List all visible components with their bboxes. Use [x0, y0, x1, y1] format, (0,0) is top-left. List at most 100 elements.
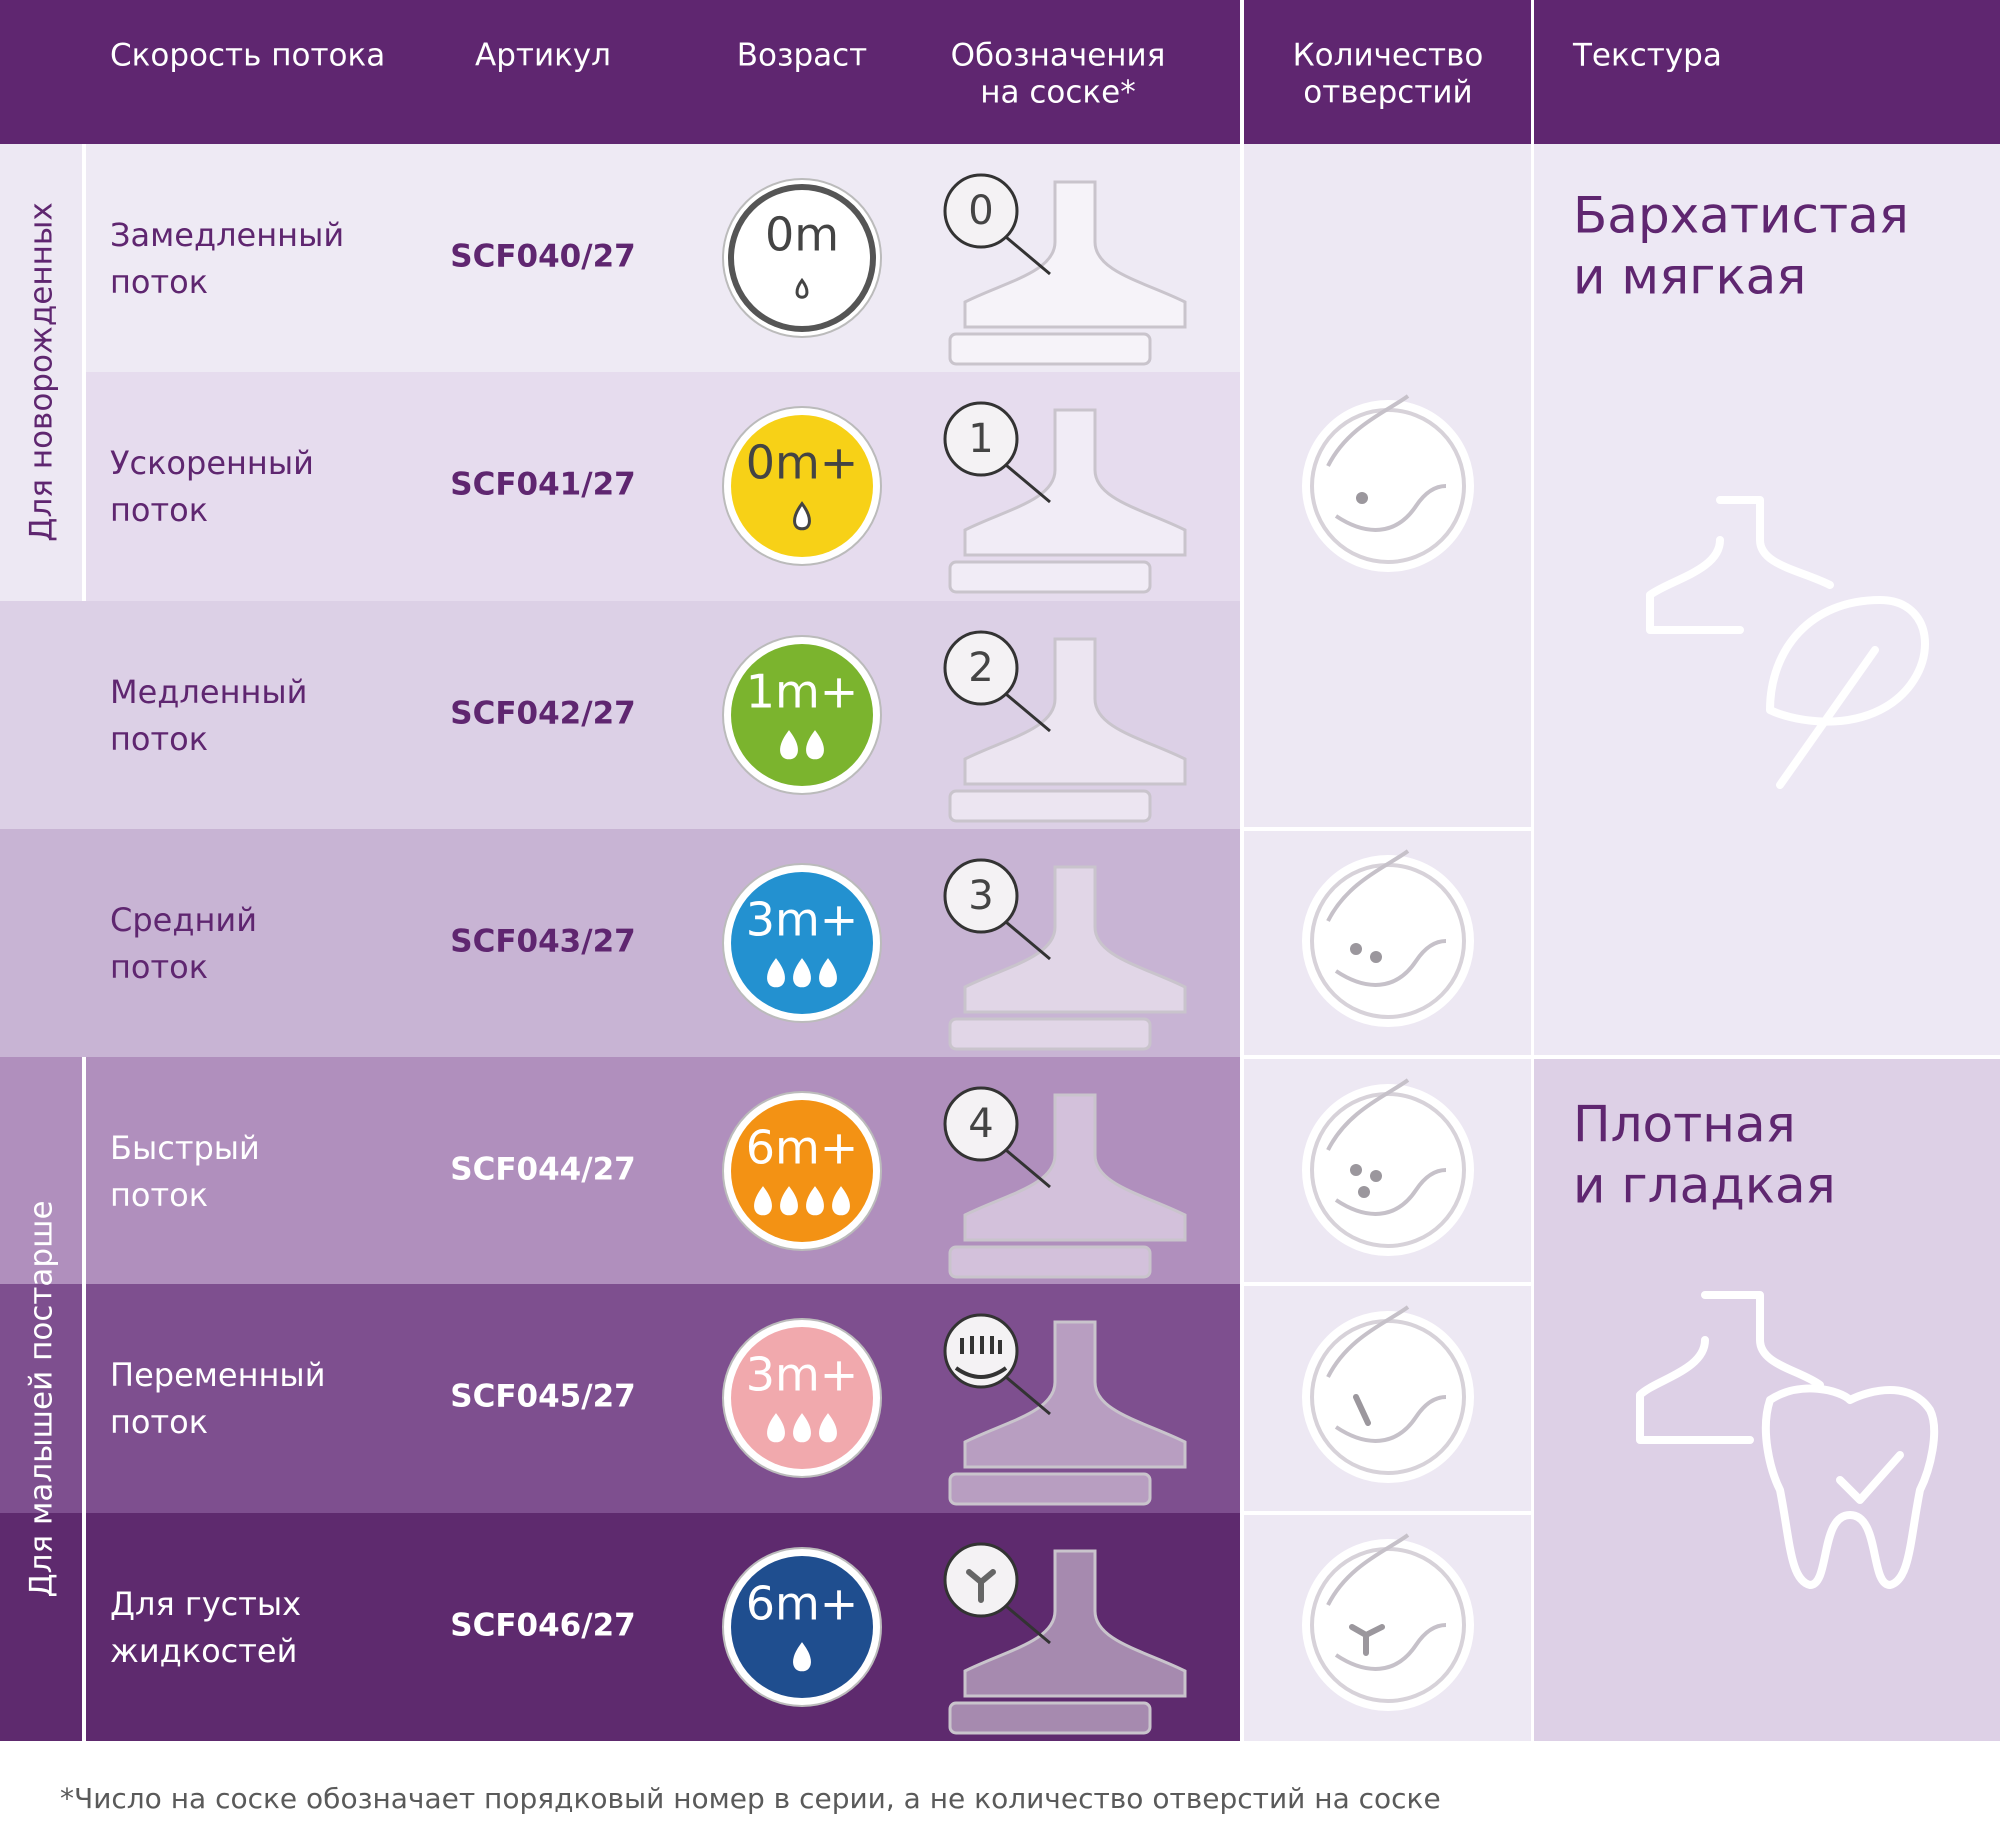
- drop-icon: [806, 730, 824, 760]
- sku: SCF043/27: [450, 924, 635, 960]
- age-badge: [731, 1327, 873, 1469]
- nipple-base: [948, 789, 1152, 823]
- nipple: [963, 1093, 1187, 1242]
- age-badge: [731, 644, 873, 786]
- age-label: 3m+: [746, 1348, 859, 1402]
- marker-badge: [943, 630, 1019, 706]
- flow-label: поток: [110, 948, 208, 986]
- drop-icon: [780, 730, 798, 760]
- marker-label: 4: [968, 1101, 993, 1147]
- drop-icon: [795, 277, 809, 299]
- sku: SCF041/27: [450, 467, 635, 503]
- drop-icon: [767, 958, 785, 988]
- hole: [1349, 1624, 1385, 1656]
- hole: [1358, 1186, 1370, 1198]
- marker-label: 2: [968, 645, 993, 691]
- age-badge: [731, 1556, 873, 1698]
- marker-label: 3: [968, 873, 993, 919]
- age-badge: [731, 872, 873, 1014]
- flow-label: Средний: [110, 901, 257, 939]
- separator: [1244, 1055, 1531, 1059]
- header-bg: [0, 0, 2000, 144]
- separator: [1531, 0, 1534, 1741]
- texture-label: и гладкая: [1573, 1157, 1836, 1215]
- age-badge: [728, 184, 876, 332]
- marker-badge: [943, 858, 1019, 934]
- texture-label: и мягкая: [1573, 248, 1806, 306]
- sku: SCF040/27: [450, 239, 635, 275]
- drop-icon: [832, 1186, 850, 1216]
- texture-label: Бархатистая: [1573, 187, 1909, 245]
- flow-label: жидкостей: [110, 1632, 297, 1670]
- header-label: Количество: [1293, 38, 1484, 74]
- age-label: 1m+: [746, 665, 859, 719]
- separator: [1534, 1055, 2000, 1059]
- nipple: [963, 637, 1187, 786]
- sku: SCF045/27: [450, 1379, 635, 1415]
- age-label: 0m: [765, 208, 839, 262]
- texture-icon: [1766, 596, 1929, 789]
- nipple: [963, 1549, 1187, 1698]
- nipple: [963, 1320, 1187, 1469]
- marker-pointer: [999, 687, 1051, 733]
- nipple: [963, 408, 1187, 557]
- texture-icon: [1761, 1384, 1939, 1589]
- flow-label: поток: [110, 491, 208, 529]
- nipple-base: [948, 1245, 1152, 1279]
- hole: [1370, 951, 1382, 963]
- nipple-base: [948, 1017, 1152, 1051]
- texture-icon: [1646, 496, 1834, 634]
- sku: SCF042/27: [450, 696, 635, 732]
- group-label: Для малышей постарше: [24, 1200, 60, 1597]
- marker-icon: [966, 1569, 996, 1603]
- header-label: на соске*: [980, 75, 1135, 111]
- header-label: Текстура: [1572, 38, 1722, 74]
- header-label: Обозначения: [951, 38, 1166, 74]
- separator: [82, 144, 86, 601]
- texture-bg: [1534, 144, 2000, 1057]
- separator: [1244, 1282, 1531, 1286]
- separator: [1240, 0, 1244, 1741]
- sku: SCF044/27: [450, 1152, 635, 1188]
- flow-label: Переменный: [110, 1356, 325, 1394]
- drop-icon: [780, 1186, 798, 1216]
- marker-badge: [943, 401, 1019, 477]
- footnote: *Число на соске обозначает порядковый но…: [60, 1782, 1441, 1815]
- age-label: 0m+: [746, 436, 859, 490]
- nipple-base: [948, 332, 1152, 366]
- marker-label: 1: [968, 416, 993, 462]
- nipple-base: [948, 560, 1152, 594]
- nipple-outline: [1326, 394, 1447, 532]
- separator: [82, 1057, 86, 1741]
- nipple-base: [948, 1701, 1152, 1735]
- separator: [1244, 827, 1531, 831]
- flow-label: Ускоренный: [110, 444, 314, 482]
- marker-badge: [943, 1086, 1019, 1162]
- flow-label: Быстрый: [110, 1129, 260, 1167]
- separator: [1244, 1511, 1531, 1515]
- hole: [1370, 1170, 1382, 1182]
- group-bg: [0, 144, 84, 601]
- marker-pointer: [999, 230, 1051, 276]
- hole: [1350, 1164, 1362, 1176]
- hole: [1356, 492, 1368, 504]
- header-label: отверстий: [1303, 75, 1472, 111]
- age-label: 3m+: [746, 893, 859, 947]
- texture-icon: [1636, 1291, 1824, 1444]
- drop-icon: [793, 958, 811, 988]
- group-label: Для новорожденных: [24, 202, 60, 541]
- drop-icon: [793, 1642, 811, 1672]
- marker-pointer: [999, 915, 1051, 961]
- drop-icon: [806, 1186, 824, 1216]
- nipple-outline: [1326, 1078, 1447, 1216]
- age-label: 6m+: [746, 1577, 859, 1631]
- marker-badge: [943, 173, 1019, 249]
- drop-icon: [819, 1413, 837, 1443]
- nipple: [963, 865, 1187, 1014]
- nipple-base: [948, 1472, 1152, 1506]
- age-label: 6m+: [746, 1121, 859, 1175]
- texture-label: Плотная: [1573, 1096, 1796, 1154]
- sku: SCF046/27: [450, 1608, 635, 1644]
- flow-label: поток: [110, 720, 208, 758]
